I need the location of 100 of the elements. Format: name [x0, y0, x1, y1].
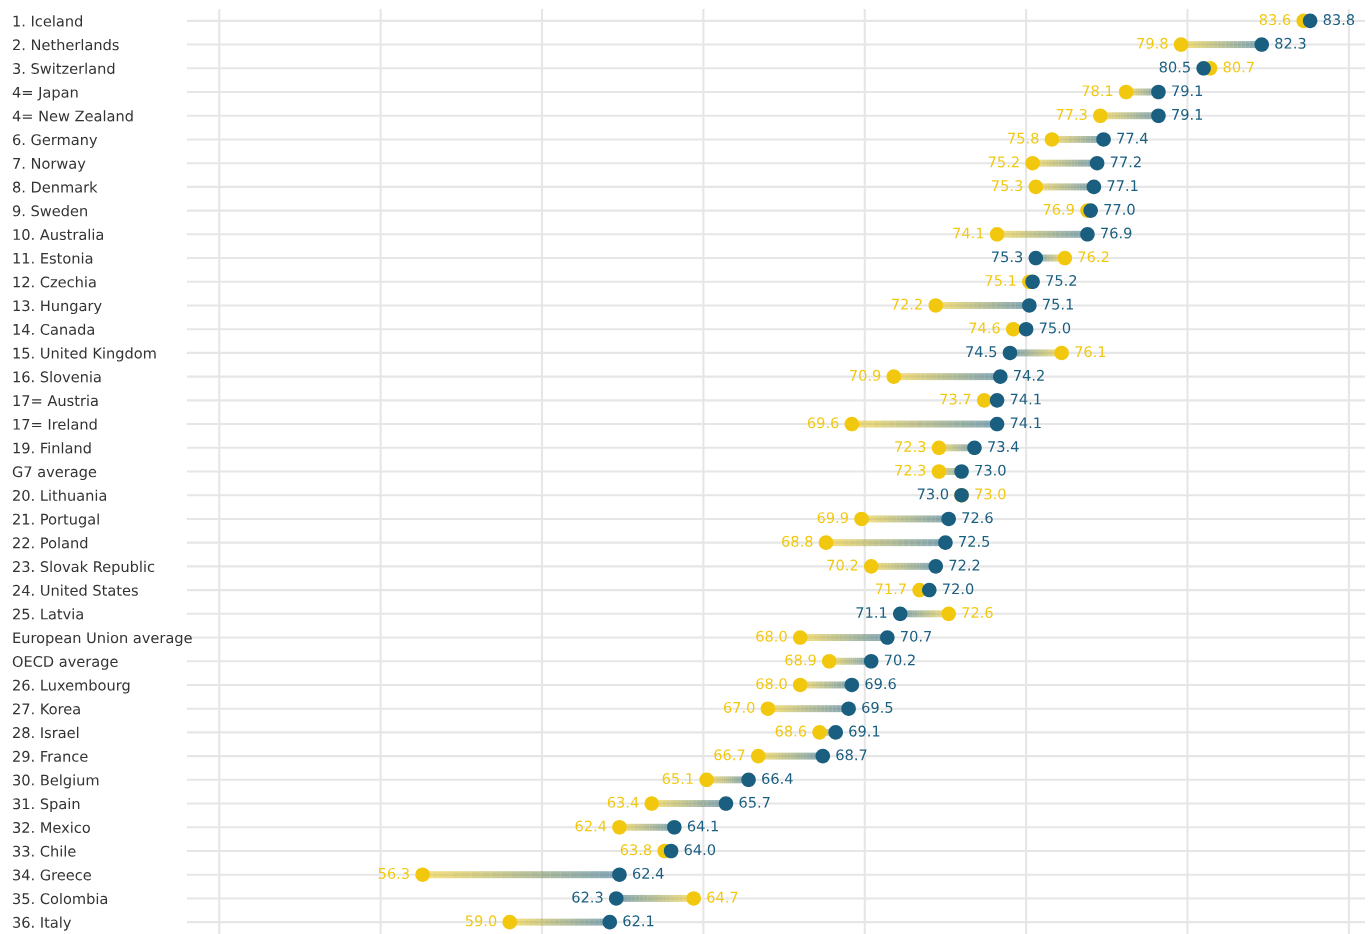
data-label: 64.1 [687, 820, 718, 832]
data-label: 68.0 [756, 678, 787, 690]
y-tick-label: 32. Mexico [13, 821, 90, 834]
data-label: 76.9 [1043, 203, 1074, 215]
data-label: 77.1 [1107, 180, 1138, 191]
y-tick-label: 8. Denmark [12, 181, 98, 193]
data-label: 79.1 [1172, 85, 1203, 97]
data-label: 63.4 [607, 796, 639, 808]
data-label: 70.2 [827, 559, 858, 571]
data-label: 72.6 [962, 512, 993, 524]
y-tick-label: 17= Austria [13, 394, 98, 407]
y-tick-label: G7 average [12, 466, 97, 481]
y-tick-label: OECD average [12, 655, 118, 670]
y-tick-label: 23. Slovak Republic [13, 560, 155, 575]
y-tick-label: 15. United Kingdom [13, 347, 156, 362]
y-tick-label: 30. Belgium [13, 774, 99, 789]
data-label: 77.3 [1056, 108, 1087, 120]
data-label: 69.6 [865, 678, 896, 690]
y-tick-label: 11. Estonia [13, 252, 93, 264]
data-label: 72.3 [895, 464, 926, 476]
y-tick-label: 25. Latvia [13, 608, 83, 620]
y-tick-label: 24. United States [13, 584, 138, 596]
data-label: 73.0 [975, 488, 1006, 500]
data-label: 82.3 [1275, 37, 1306, 49]
data-label: 76.1 [1075, 346, 1106, 358]
data-label: 56.3 [378, 867, 409, 879]
data-label: 62.3 [572, 891, 603, 903]
y-tick-label: 36. Italy [13, 916, 72, 931]
data-label: 68.8 [782, 535, 813, 547]
data-label: 69.6 [807, 417, 839, 429]
data-label: 75.1 [1043, 298, 1073, 310]
y-tick-label: 33. Chile [13, 845, 76, 857]
data-label: 83.8 [1323, 14, 1355, 26]
data-label: 72.2 [949, 559, 980, 571]
y-tick-label: 34. Greece [13, 869, 91, 881]
y-tick-label: 6. Germany [13, 134, 98, 149]
data-label: 62.1 [623, 915, 654, 927]
data-label: 62.4 [632, 867, 664, 879]
y-tick-label: 29. France [13, 750, 88, 762]
data-label: 72.2 [891, 298, 922, 310]
y-tick-label: 13. Hungary [13, 300, 102, 315]
data-label: 73.4 [988, 440, 1019, 453]
y-tick-label: 35. Colombia [13, 892, 108, 905]
data-label: 62.4 [575, 820, 607, 832]
y-tick-label: 14. Canada [13, 323, 94, 335]
data-label: 77.0 [1104, 203, 1135, 215]
y-tick-label: 7. Norway [13, 158, 86, 172]
y-tick-label: 20. Lithuania [13, 489, 107, 501]
data-label: 71.1 [856, 607, 887, 618]
data-label: 75.3 [992, 251, 1023, 263]
data-label: 73.7 [940, 393, 971, 405]
data-label: 75.3 [992, 180, 1023, 192]
data-label: 75.1 [985, 275, 1016, 286]
data-label: 64.7 [707, 891, 738, 903]
data-label: 63.8 [620, 844, 652, 856]
data-label: 69.9 [817, 512, 848, 524]
data-label: 71.7 [875, 583, 906, 595]
y-tick-label: 1. Iceland [13, 15, 82, 27]
data-label: 72.5 [959, 535, 990, 547]
data-label: 75.2 [1046, 274, 1077, 286]
data-label: 78.1 [1082, 85, 1113, 97]
data-label: 80.5 [1159, 61, 1190, 73]
y-tick-label: 9. Sweden [12, 205, 87, 217]
y-tick-label: European Union average [13, 631, 192, 647]
data-label: 72.6 [962, 607, 993, 619]
y-tick-label: 16. Slovenia [13, 371, 101, 383]
data-label: 66.4 [762, 773, 793, 785]
data-label: 76.9 [1101, 227, 1132, 239]
data-label: 70.7 [901, 630, 932, 642]
y-tick-label: 27. Korea [13, 703, 80, 715]
data-label: 75.0 [1039, 322, 1071, 334]
y-tick-label: 2. Netherlands [13, 39, 119, 51]
data-label: 67.0 [723, 701, 755, 713]
y-tick-label: 31. Spain [13, 798, 80, 813]
data-label: 59.0 [465, 915, 497, 927]
y-tick-label: 28. Israel [13, 726, 79, 739]
data-label: 79.1 [1172, 108, 1203, 120]
data-label: 75.2 [988, 156, 1019, 168]
data-label: 77.2 [1110, 156, 1141, 168]
data-label: 79.8 [1137, 37, 1168, 49]
data-label: 68.6 [775, 725, 807, 737]
data-label: 73.0 [975, 464, 1006, 476]
data-label: 74.2 [1014, 369, 1044, 381]
y-tick-label: 17= Ireland [13, 418, 97, 430]
data-label: 68.9 [785, 654, 816, 666]
data-label: 66.7 [714, 749, 745, 761]
data-label: 69.1 [849, 725, 880, 737]
data-label: 68.7 [836, 749, 867, 761]
data-label: 72.3 [895, 440, 926, 453]
data-label: 69.5 [862, 701, 893, 713]
data-label: 77.4 [1117, 132, 1148, 144]
y-tick-label: 10. Australia [13, 228, 104, 241]
data-label: 70.9 [850, 369, 881, 381]
data-label: 83.6 [1259, 14, 1291, 26]
y-tick-label: 19. Finland [13, 442, 91, 454]
y-tick-label: 12. Czechia [13, 276, 96, 288]
data-label: 68.0 [756, 630, 787, 642]
data-label: 65.1 [662, 773, 693, 785]
y-tick-label: 4= Japan [12, 86, 78, 101]
data-label: 73.0 [917, 488, 949, 500]
